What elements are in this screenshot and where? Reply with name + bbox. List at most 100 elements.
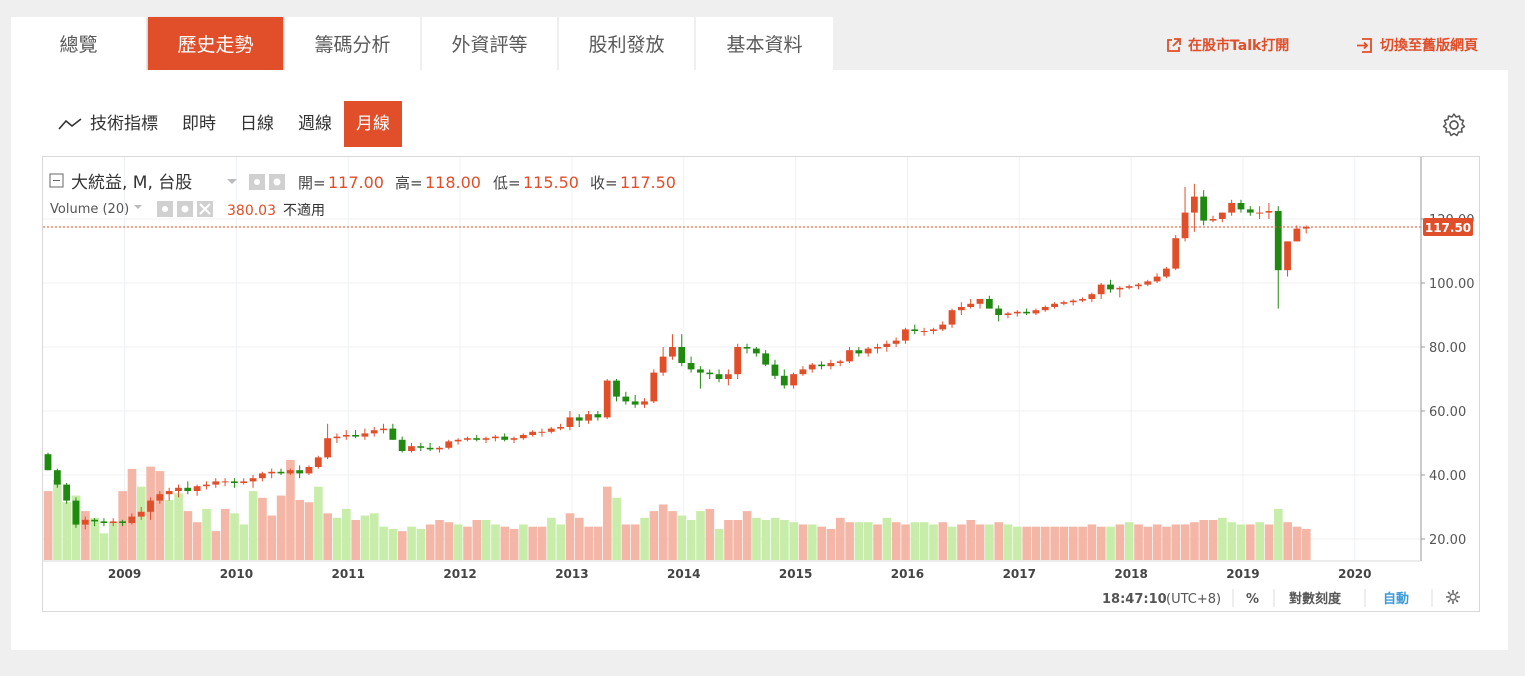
volume-bar bbox=[649, 511, 659, 560]
volume-bar bbox=[211, 531, 221, 560]
auto-scale-toggle[interactable]: 自動 bbox=[1383, 591, 1409, 607]
candle-body bbox=[1125, 286, 1133, 288]
candle-body bbox=[743, 347, 751, 349]
tab-history[interactable]: 歷史走勢 bbox=[148, 17, 283, 70]
candle-body bbox=[846, 350, 853, 362]
candle-body bbox=[91, 519, 98, 522]
candle-body bbox=[342, 435, 350, 437]
settings-gear-icon[interactable] bbox=[1440, 111, 1468, 139]
tab-chips[interactable]: 籌碼分析 bbox=[285, 17, 420, 70]
candle-body bbox=[902, 329, 909, 341]
candle-body bbox=[519, 435, 527, 439]
eye-icon-pupil bbox=[254, 179, 260, 185]
candle-body bbox=[370, 430, 378, 434]
volume-bar bbox=[929, 524, 938, 560]
candle-body bbox=[193, 486, 201, 491]
volume-bar bbox=[1283, 522, 1292, 560]
volume-bar bbox=[640, 517, 649, 560]
candle-body bbox=[874, 347, 881, 349]
volume-bar bbox=[938, 522, 948, 560]
volume-bar bbox=[547, 517, 556, 560]
external-link-icon bbox=[1167, 37, 1181, 52]
candle-body bbox=[687, 363, 695, 370]
volume-bar bbox=[1199, 520, 1209, 560]
volume-bar bbox=[575, 517, 584, 560]
volume-bar bbox=[360, 515, 370, 560]
volume-bar bbox=[752, 517, 761, 560]
low-label: 低= bbox=[493, 174, 521, 192]
candle-body bbox=[1209, 219, 1217, 221]
volume-bar bbox=[164, 500, 174, 560]
candle-body bbox=[1228, 203, 1236, 213]
candle-body bbox=[361, 433, 369, 437]
open-in-talk-link[interactable]: 在股市Talk打開 bbox=[1165, 35, 1289, 55]
x-tick-label: 2014 bbox=[667, 567, 700, 581]
volume-bar bbox=[854, 522, 864, 560]
volume-bar bbox=[1013, 526, 1022, 560]
candle-body bbox=[1060, 302, 1068, 304]
last-price-tag: 117.50 bbox=[1423, 218, 1473, 236]
candle-body bbox=[1032, 310, 1040, 314]
volume-value: 380.03 bbox=[227, 203, 276, 219]
volume-bar bbox=[1143, 526, 1153, 560]
symbol-label[interactable]: 大統益, M, 台股 bbox=[71, 173, 192, 193]
candle-body bbox=[939, 324, 947, 330]
tab-basic-info[interactable]: 基本資料 bbox=[696, 17, 833, 70]
volume-bar bbox=[1050, 526, 1059, 560]
candle-body bbox=[305, 467, 313, 474]
candle-body bbox=[1004, 313, 1012, 315]
candle-body bbox=[184, 487, 192, 491]
candle-body bbox=[538, 431, 546, 433]
volume-bar bbox=[304, 502, 314, 560]
interval-weekly[interactable]: 週線 bbox=[298, 114, 332, 134]
candle-body bbox=[203, 484, 210, 487]
candle-body bbox=[482, 438, 490, 440]
candle-body bbox=[697, 369, 704, 373]
candle-body bbox=[930, 329, 937, 331]
candle-body bbox=[836, 361, 844, 363]
candle-body bbox=[557, 427, 564, 429]
interval-daily[interactable]: 日線 bbox=[240, 114, 274, 134]
candle-body bbox=[995, 308, 1003, 315]
switch-old-version-link[interactable]: 切換至舊版網頁 bbox=[1356, 35, 1478, 55]
volume-bar bbox=[603, 486, 612, 560]
volume-bar bbox=[863, 522, 873, 560]
volume-bar bbox=[1264, 524, 1274, 560]
volume-bar bbox=[407, 526, 416, 560]
volume-bar bbox=[397, 531, 407, 560]
candle-body bbox=[547, 428, 555, 432]
volume-bar bbox=[1087, 524, 1097, 560]
tab-dividend[interactable]: 股利發放 bbox=[559, 17, 694, 70]
candle-body bbox=[771, 364, 779, 376]
volume-bar bbox=[705, 508, 715, 560]
volume-bar bbox=[584, 526, 593, 560]
volume-bar bbox=[472, 520, 482, 560]
tab-overview[interactable]: 總覽 bbox=[11, 17, 146, 70]
interval-realtime[interactable]: 即時 bbox=[182, 114, 216, 134]
volume-bar bbox=[1190, 522, 1199, 560]
technical-indicator-button[interactable]: 技術指標 bbox=[46, 101, 170, 147]
candle-body bbox=[314, 457, 322, 467]
tab-foreign-rating[interactable]: 外資評等 bbox=[422, 17, 557, 70]
candle-body bbox=[1069, 300, 1077, 303]
candle-body bbox=[63, 484, 71, 501]
volume-label[interactable]: Volume (20) bbox=[50, 202, 129, 217]
interval-monthly[interactable]: 月線 bbox=[344, 101, 402, 147]
candle-body bbox=[100, 521, 108, 523]
candle-body bbox=[780, 375, 788, 386]
low-value: 115.50 bbox=[523, 173, 579, 192]
volume-bar bbox=[1246, 524, 1255, 560]
volume-dropdown-icon[interactable] bbox=[134, 205, 142, 209]
legend: 大統益, M, 台股 開= 117.00 高= 118.00 低= 115.50… bbox=[49, 173, 676, 219]
symbol-dropdown-icon[interactable] bbox=[227, 179, 237, 184]
volume-bar bbox=[817, 526, 826, 560]
status-settings-icon[interactable] bbox=[1446, 590, 1460, 604]
candle-body bbox=[1144, 281, 1152, 285]
collapse-icon[interactable] bbox=[49, 173, 64, 188]
volume-bar bbox=[416, 528, 426, 560]
percent-toggle[interactable]: % bbox=[1246, 592, 1259, 607]
log-scale-toggle[interactable]: 對數刻度 bbox=[1289, 591, 1342, 607]
volume-bar bbox=[62, 502, 72, 560]
